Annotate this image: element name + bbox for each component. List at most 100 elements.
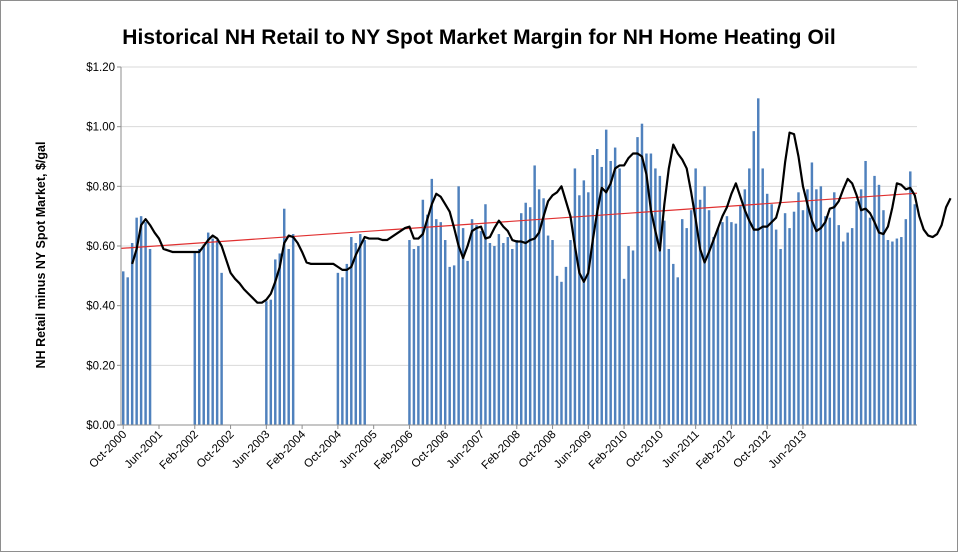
bar	[475, 225, 478, 425]
bar	[645, 153, 648, 425]
bar	[417, 246, 420, 425]
bar	[569, 240, 572, 425]
bar	[725, 216, 729, 425]
bar	[126, 277, 129, 425]
bar	[850, 228, 854, 425]
x-tick-label: Jun-2013	[767, 429, 809, 471]
bar	[488, 243, 492, 425]
bar	[604, 129, 608, 425]
bar	[721, 222, 724, 425]
bar	[591, 155, 595, 425]
bar	[265, 301, 268, 425]
bar	[600, 166, 603, 426]
bar	[739, 205, 742, 425]
bar	[148, 248, 152, 425]
bar	[511, 248, 514, 425]
bar	[801, 210, 805, 425]
bar	[215, 240, 219, 425]
margin-bars	[122, 98, 916, 426]
bar	[841, 241, 845, 425]
x-tick-label: Feb-2004	[265, 428, 309, 472]
bar	[448, 266, 451, 425]
bar	[198, 248, 201, 425]
bar	[707, 210, 711, 425]
bar	[363, 240, 366, 425]
bar	[730, 222, 733, 425]
bar	[703, 186, 706, 425]
bar	[452, 265, 456, 425]
bar	[211, 238, 214, 425]
bar	[408, 240, 411, 425]
bar	[354, 243, 358, 425]
bar	[788, 228, 791, 425]
bar	[278, 253, 281, 425]
bar	[672, 263, 675, 425]
bar	[122, 271, 125, 425]
bar	[640, 123, 644, 425]
bar	[466, 260, 469, 425]
bar	[743, 189, 747, 425]
bar	[412, 248, 416, 425]
bar	[649, 153, 653, 425]
bar	[734, 223, 738, 425]
bar	[837, 225, 840, 425]
x-tick-labels: Oct-2000Jun-2001Feb-2002Oct-2002Jun-2003…	[87, 428, 809, 472]
bar	[792, 211, 796, 425]
bar	[506, 237, 510, 425]
bar	[573, 168, 577, 425]
bar	[824, 216, 827, 425]
moving-average-line	[131, 131, 952, 304]
bar	[828, 217, 832, 425]
bar	[515, 240, 518, 425]
bar	[528, 207, 532, 425]
x-tick-label: Feb-2002	[158, 429, 201, 472]
bar	[882, 210, 885, 425]
bar	[864, 160, 867, 425]
trend-line	[120, 192, 918, 249]
bar	[202, 244, 205, 425]
bar	[868, 217, 872, 425]
x-tick-label: Feb-2012	[694, 429, 737, 472]
bar	[493, 246, 496, 425]
bar	[578, 195, 581, 425]
bar	[783, 213, 787, 425]
bar	[873, 175, 876, 425]
bar	[815, 189, 818, 425]
bar	[833, 192, 836, 425]
bar	[443, 240, 447, 425]
bar	[484, 204, 487, 425]
bar	[913, 204, 916, 425]
bar	[336, 272, 340, 425]
bar	[685, 228, 688, 425]
bar	[819, 186, 823, 425]
bar	[560, 281, 563, 425]
bar	[461, 228, 465, 425]
bar	[904, 219, 908, 425]
bar	[596, 149, 599, 425]
bar	[533, 165, 536, 425]
bar	[618, 168, 621, 425]
bar	[470, 219, 474, 425]
bar	[859, 189, 863, 425]
bar	[609, 160, 612, 425]
y-tick-label: $1.20	[86, 62, 115, 74]
bar	[636, 137, 639, 425]
bar	[654, 168, 657, 425]
bar	[537, 189, 541, 425]
bar	[497, 234, 501, 425]
bar	[765, 193, 769, 425]
bar	[564, 266, 568, 425]
bar	[694, 168, 697, 425]
bar	[627, 246, 630, 425]
bar	[676, 277, 679, 425]
bar	[282, 208, 286, 425]
bar	[206, 232, 210, 425]
bar	[502, 243, 505, 425]
bar	[350, 237, 353, 425]
bar	[712, 237, 715, 425]
bar	[546, 235, 550, 425]
bar	[287, 248, 290, 425]
bar	[689, 210, 693, 425]
chart-title: Historical NH Retail to NY Spot Market M…	[122, 26, 836, 49]
